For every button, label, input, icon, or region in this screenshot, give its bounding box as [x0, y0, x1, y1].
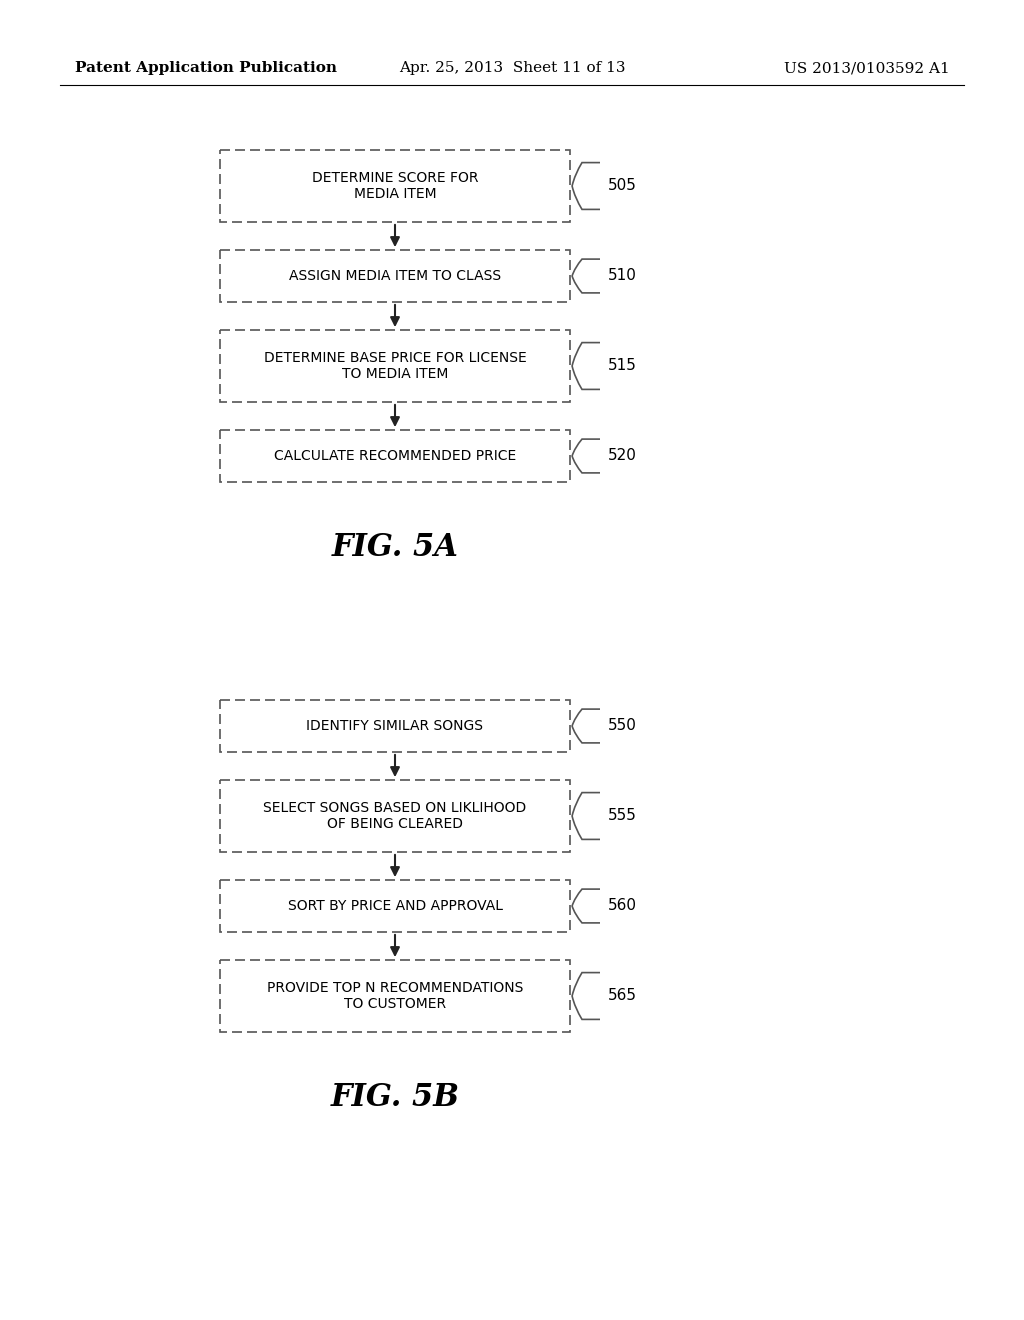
Text: ASSIGN MEDIA ITEM TO CLASS: ASSIGN MEDIA ITEM TO CLASS — [289, 269, 501, 282]
Text: SELECT SONGS BASED ON LIKLIHOOD
OF BEING CLEARED: SELECT SONGS BASED ON LIKLIHOOD OF BEING… — [263, 801, 526, 832]
Bar — [220, 330, 570, 403]
Text: US 2013/0103592 A1: US 2013/0103592 A1 — [784, 61, 950, 75]
Text: 520: 520 — [608, 449, 637, 463]
Text: Apr. 25, 2013  Sheet 11 of 13: Apr. 25, 2013 Sheet 11 of 13 — [398, 61, 626, 75]
Bar — [220, 249, 570, 302]
Text: 505: 505 — [608, 178, 637, 194]
Text: 565: 565 — [608, 989, 637, 1003]
Text: IDENTIFY SIMILAR SONGS: IDENTIFY SIMILAR SONGS — [306, 719, 483, 733]
Text: CALCULATE RECOMMENDED PRICE: CALCULATE RECOMMENDED PRICE — [273, 449, 516, 463]
Bar — [220, 780, 570, 851]
Text: Patent Application Publication: Patent Application Publication — [75, 61, 337, 75]
Text: FIG. 5B: FIG. 5B — [331, 1081, 460, 1113]
Bar — [220, 430, 570, 482]
Bar — [220, 960, 570, 1032]
Text: 510: 510 — [608, 268, 637, 284]
Bar — [220, 150, 570, 222]
Text: DETERMINE BASE PRICE FOR LICENSE
TO MEDIA ITEM: DETERMINE BASE PRICE FOR LICENSE TO MEDI… — [263, 351, 526, 381]
Text: 555: 555 — [608, 808, 637, 824]
Text: 560: 560 — [608, 899, 637, 913]
Bar — [220, 700, 570, 752]
Bar — [220, 880, 570, 932]
Text: FIG. 5A: FIG. 5A — [332, 532, 459, 562]
Text: PROVIDE TOP N RECOMMENDATIONS
TO CUSTOMER: PROVIDE TOP N RECOMMENDATIONS TO CUSTOME… — [267, 981, 523, 1011]
Text: 515: 515 — [608, 359, 637, 374]
Text: SORT BY PRICE AND APPROVAL: SORT BY PRICE AND APPROVAL — [288, 899, 503, 913]
Text: 550: 550 — [608, 718, 637, 734]
Text: DETERMINE SCORE FOR
MEDIA ITEM: DETERMINE SCORE FOR MEDIA ITEM — [311, 170, 478, 201]
